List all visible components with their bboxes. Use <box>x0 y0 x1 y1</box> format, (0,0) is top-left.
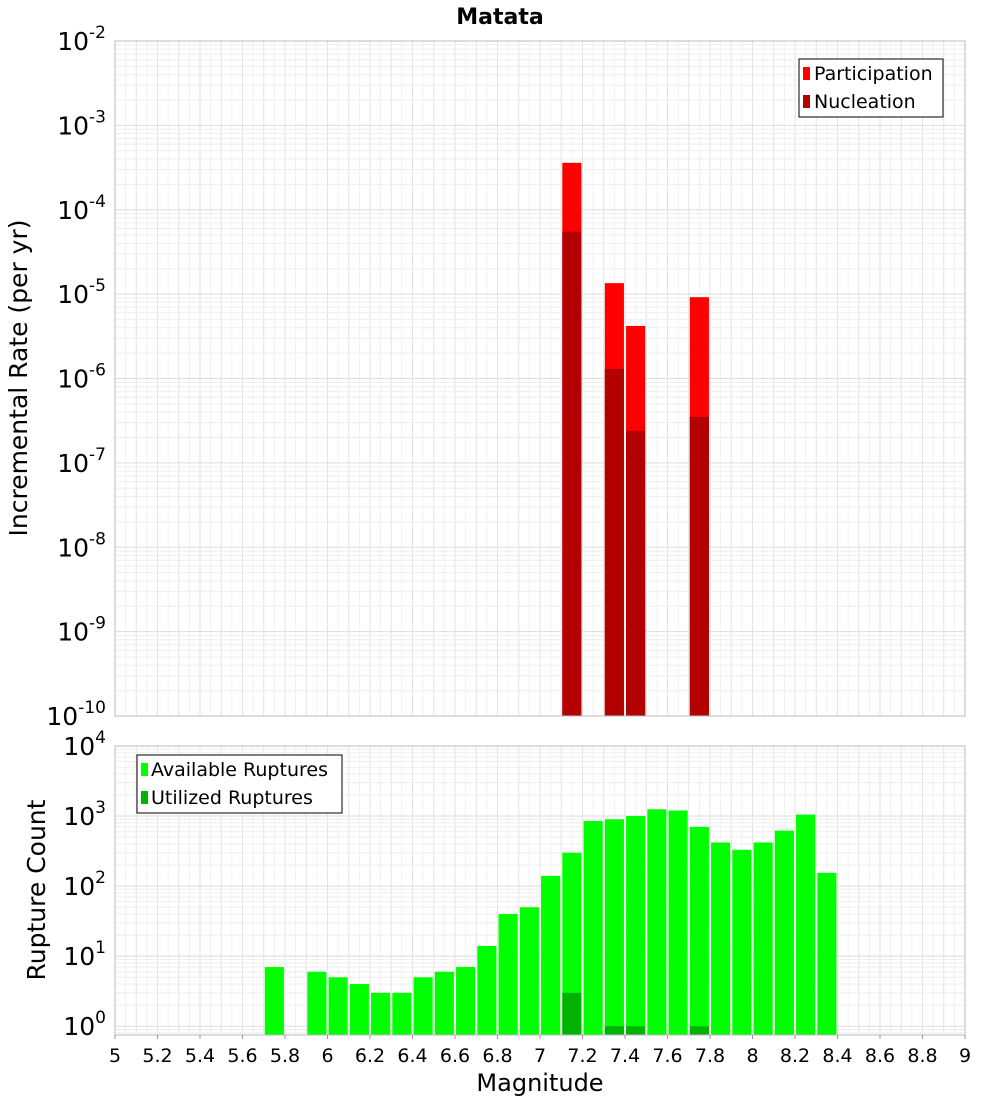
available-ruptures-bar <box>796 814 816 1035</box>
y-tick-label: 10-9 <box>57 614 106 647</box>
x-tick-label: 8 <box>746 1045 758 1067</box>
utilized-ruptures-bar <box>626 1026 646 1035</box>
nucleation-legend-swatch <box>803 95 810 108</box>
x-tick-label: 5.2 <box>142 1045 172 1067</box>
available-ruptures-bar <box>392 992 412 1035</box>
x-tick-label: 7.6 <box>652 1045 682 1067</box>
x-tick-label: 8.2 <box>780 1045 810 1067</box>
x-tick-label: 6.6 <box>440 1045 470 1067</box>
participation-legend-swatch <box>803 67 810 80</box>
x-tick-label: 5 <box>109 1045 121 1067</box>
x-tick-label: 6.4 <box>397 1045 427 1067</box>
available-ruptures-bar <box>604 819 624 1035</box>
nucleation-bar <box>604 368 624 716</box>
utilized-legend-label: Utilized Ruptures <box>151 787 313 809</box>
utilized-ruptures-bar <box>562 992 582 1035</box>
available-ruptures-bar <box>711 842 731 1035</box>
available-ruptures-bar <box>307 971 327 1035</box>
top-plot-frame <box>114 40 966 717</box>
available-ruptures-bar <box>668 810 688 1035</box>
x-tick-label: 5.8 <box>270 1045 300 1067</box>
y-tick-label: 10-2 <box>57 23 106 56</box>
top-bars <box>562 162 709 716</box>
bottom-legend: Available Ruptures Utilized Ruptures <box>136 754 343 814</box>
available-ruptures-bar <box>817 872 837 1035</box>
bottom-y-ticks: 100 101 102 103 104 <box>63 728 106 1041</box>
y-tick-label: 10-6 <box>57 361 106 394</box>
available-ruptures-bar <box>477 945 497 1035</box>
available-ruptures-bar <box>264 967 284 1035</box>
x-tick-label: 6.8 <box>482 1045 512 1067</box>
x-tick-label: 9 <box>959 1045 971 1067</box>
available-ruptures-bar <box>732 849 752 1035</box>
nucleation-bar <box>626 430 646 716</box>
x-tick-label: 7.4 <box>610 1045 640 1067</box>
available-legend-label: Available Ruptures <box>151 759 328 781</box>
x-axis-label: Magnitude <box>476 1069 603 1097</box>
top-y-axis-label: Incremental Rate (per yr) <box>4 220 33 537</box>
available-ruptures-bar <box>498 914 518 1035</box>
x-tick-label: 8.4 <box>822 1045 852 1067</box>
x-tick-label: 5.6 <box>227 1045 257 1067</box>
bottom-legend-box <box>136 754 343 814</box>
utilized-ruptures-bar <box>689 1026 709 1035</box>
available-ruptures-bar <box>583 821 603 1035</box>
y-tick-label: 100 <box>63 1008 106 1041</box>
bottom-y-axis-label: Rupture Count <box>22 799 51 980</box>
x-tick-label: 8.8 <box>907 1045 937 1067</box>
y-tick-label: 10-4 <box>57 192 106 225</box>
x-axis-ticks: 5 5.2 5.4 5.6 5.8 6 6.2 6.4 6.6 6.8 7 7.2 7.4 7.6 7.8 8… <box>109 1035 971 1067</box>
x-tick-label: 7.2 <box>567 1045 597 1067</box>
top-legend-box <box>798 58 944 118</box>
available-ruptures-bar <box>753 842 773 1035</box>
available-ruptures-bar <box>562 852 582 1035</box>
available-ruptures-bar <box>774 830 794 1035</box>
chart-title: Matata <box>456 5 543 30</box>
x-tick-label: 6 <box>321 1045 333 1067</box>
bottom-bars <box>264 809 837 1035</box>
x-tick-label: 7 <box>534 1045 546 1067</box>
available-ruptures-bar <box>647 809 667 1035</box>
available-ruptures-bar <box>434 971 454 1035</box>
y-tick-label: 10-10 <box>46 698 106 731</box>
x-tick-label: 7.8 <box>695 1045 725 1067</box>
x-tick-label: 6.2 <box>355 1045 385 1067</box>
nucleation-bar <box>562 231 582 716</box>
available-ruptures-bar <box>689 826 709 1035</box>
nucleation-bar <box>689 416 709 716</box>
available-ruptures-bar <box>328 977 348 1035</box>
available-ruptures-bar <box>349 984 369 1035</box>
available-ruptures-bar <box>413 977 433 1035</box>
y-tick-label: 10-7 <box>57 445 106 478</box>
available-ruptures-bar <box>456 967 476 1035</box>
top-gridlines <box>114 41 966 717</box>
y-tick-label: 10-8 <box>57 529 106 562</box>
top-y-ticks: 10-10 10-9 10-8 10-7 10-6 10-5 10-4 10-3 10-2 <box>46 23 106 731</box>
participation-legend-label: Participation <box>814 63 933 85</box>
utilized-ruptures-bar <box>604 1026 624 1035</box>
available-ruptures-bar <box>519 907 539 1035</box>
utilized-legend-swatch <box>141 791 148 804</box>
available-legend-swatch <box>141 763 148 776</box>
available-ruptures-bar <box>541 875 561 1035</box>
y-tick-label: 103 <box>63 798 106 831</box>
top-legend: Participation Nucleation <box>798 58 944 118</box>
available-ruptures-bar <box>371 992 391 1035</box>
y-tick-label: 10-5 <box>57 276 106 309</box>
y-tick-label: 102 <box>63 868 106 901</box>
x-tick-label: 5.4 <box>185 1045 215 1067</box>
y-tick-label: 104 <box>63 728 106 761</box>
nucleation-legend-label: Nucleation <box>814 91 916 113</box>
y-tick-label: 10-3 <box>57 107 106 140</box>
x-tick-label: 8.6 <box>865 1045 895 1067</box>
available-ruptures-bar <box>626 816 646 1035</box>
y-tick-label: 101 <box>63 938 106 971</box>
